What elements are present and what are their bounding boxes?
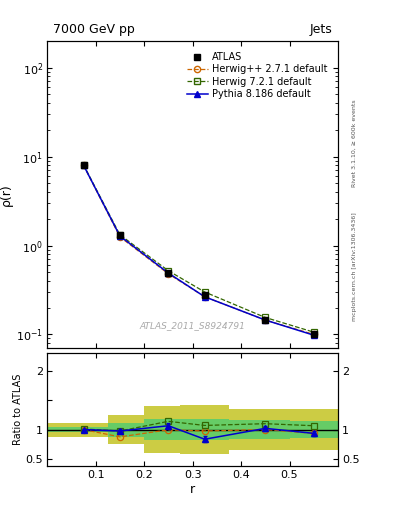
Text: 7000 GeV pp: 7000 GeV pp	[53, 24, 135, 36]
Y-axis label: ρ(r): ρ(r)	[0, 183, 13, 206]
X-axis label: r: r	[190, 483, 195, 496]
Text: ATLAS_2011_S8924791: ATLAS_2011_S8924791	[140, 321, 246, 330]
Y-axis label: Ratio to ATLAS: Ratio to ATLAS	[13, 374, 22, 445]
Text: Rivet 3.1.10, ≥ 600k events: Rivet 3.1.10, ≥ 600k events	[352, 99, 357, 187]
Text: mcplots.cern.ch [arXiv:1306.3436]: mcplots.cern.ch [arXiv:1306.3436]	[352, 212, 357, 321]
Text: Jets: Jets	[309, 24, 332, 36]
Legend: ATLAS, Herwig++ 2.7.1 default, Herwig 7.2.1 default, Pythia 8.186 default: ATLAS, Herwig++ 2.7.1 default, Herwig 7.…	[187, 52, 327, 99]
